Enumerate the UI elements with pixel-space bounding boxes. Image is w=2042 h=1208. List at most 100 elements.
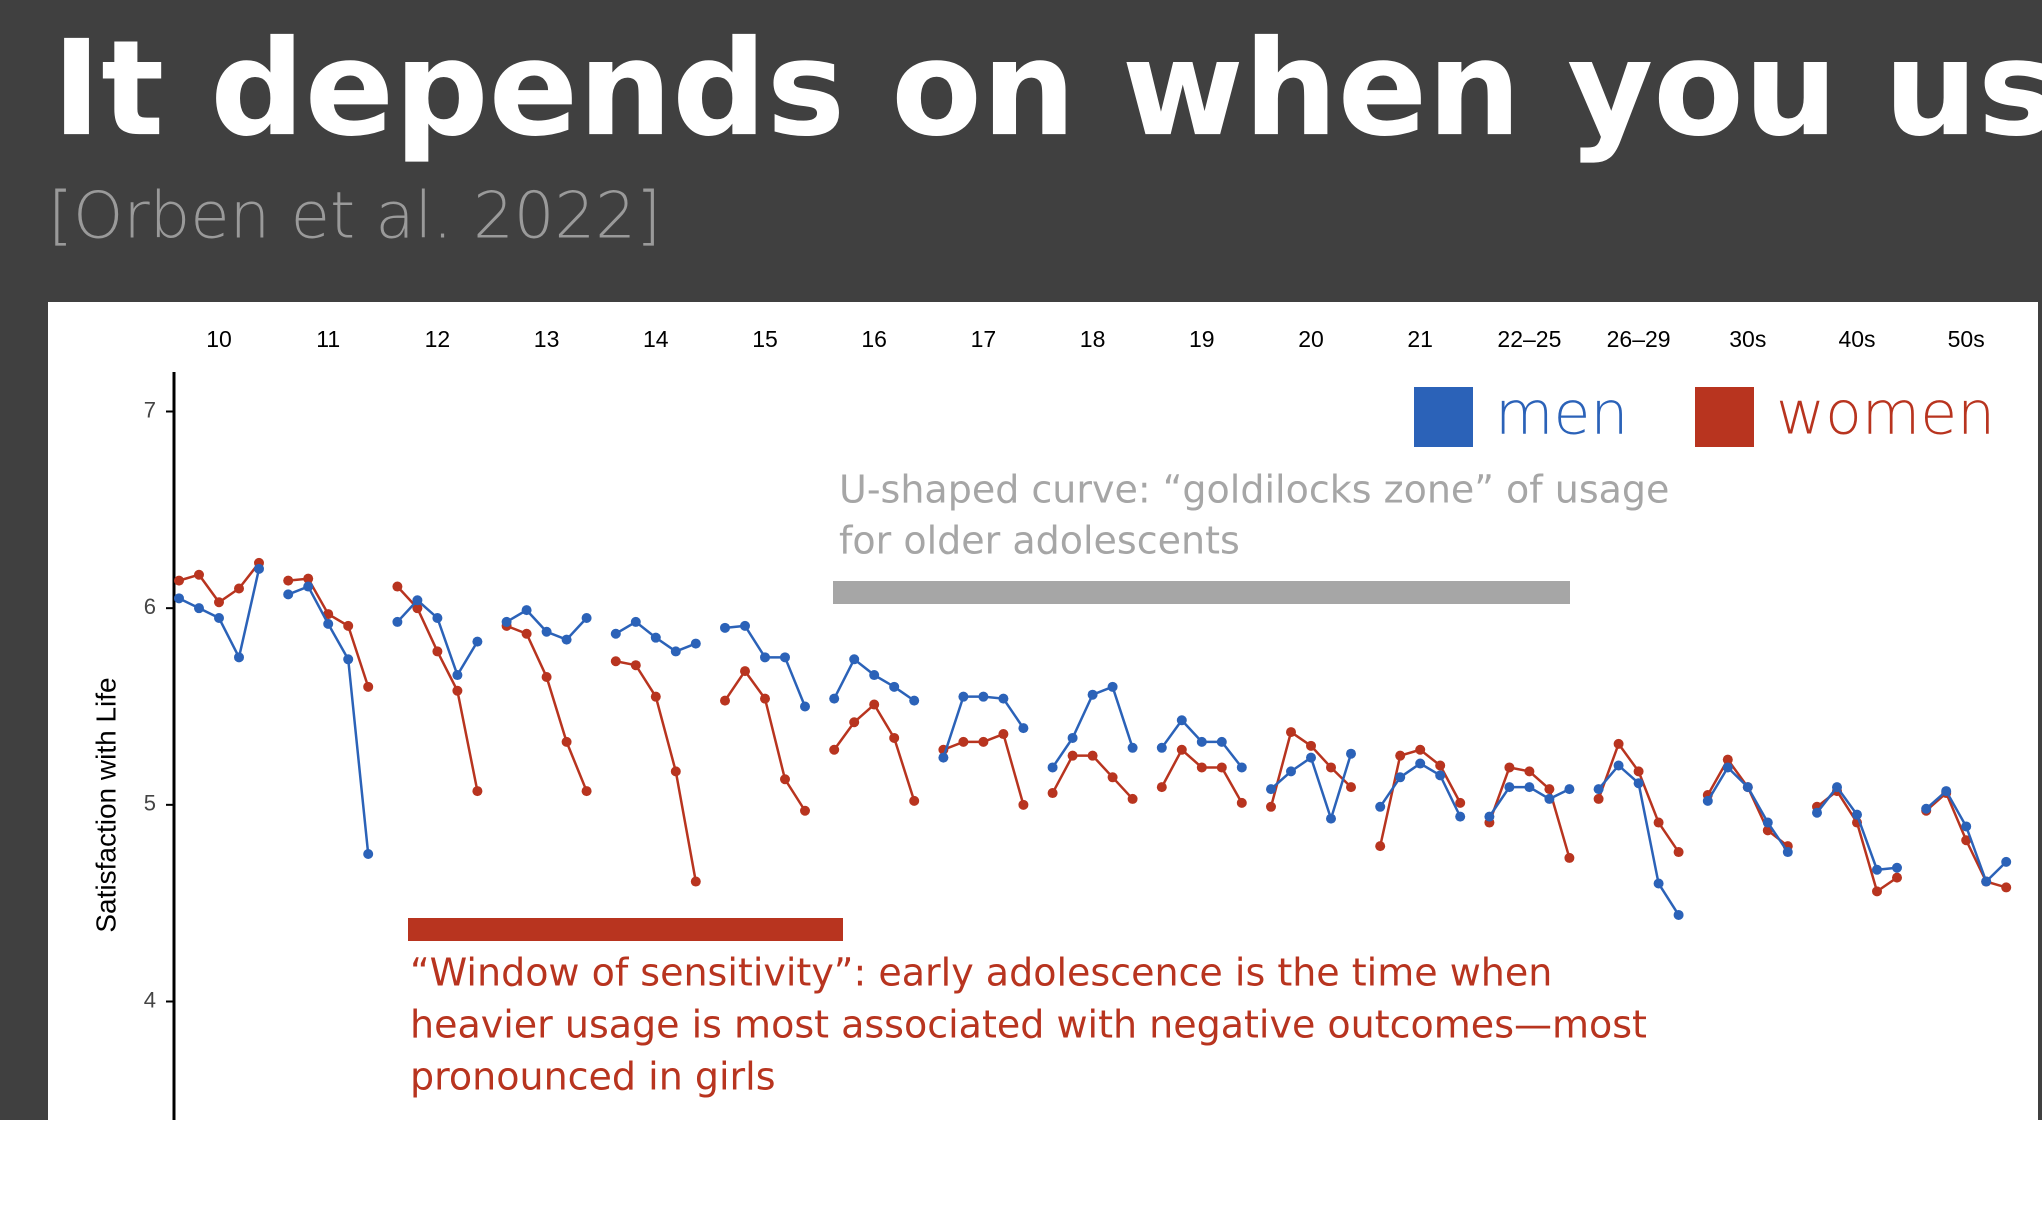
annotation-bar [833, 581, 1570, 604]
panel-label: 20 [1298, 326, 1324, 352]
point [800, 701, 810, 712]
point [363, 681, 374, 692]
point [1981, 876, 1992, 887]
legend-swatch [1695, 387, 1754, 447]
point [1018, 723, 1029, 734]
point [800, 805, 810, 816]
point [581, 613, 592, 623]
panel-label: 14 [643, 326, 669, 352]
point [1921, 803, 1932, 814]
point [849, 717, 860, 728]
point [1504, 782, 1515, 793]
series-line [1379, 762, 1462, 818]
legend-label: men [1495, 379, 1628, 449]
point [472, 636, 483, 647]
point [303, 581, 314, 592]
series-line [1816, 785, 1898, 872]
point [541, 672, 552, 682]
point [690, 876, 701, 887]
point [889, 681, 900, 692]
point [452, 685, 463, 696]
point [1395, 750, 1406, 761]
point [1455, 811, 1466, 822]
point [1326, 762, 1336, 773]
point [561, 634, 572, 645]
point [720, 622, 730, 633]
point [561, 736, 572, 747]
point [1653, 878, 1664, 889]
point [432, 613, 443, 623]
point [1812, 807, 1822, 818]
point [283, 589, 294, 600]
point [1176, 744, 1187, 755]
point [889, 732, 900, 743]
point [1484, 811, 1495, 822]
side-bg [0, 302, 48, 1120]
point [978, 691, 989, 702]
point [1524, 766, 1535, 777]
point [501, 616, 512, 627]
legend-label: women [1776, 379, 1995, 449]
point [610, 628, 621, 639]
point [1107, 681, 1118, 692]
point [720, 695, 730, 706]
point [1415, 744, 1426, 755]
point [343, 620, 354, 631]
point [1018, 799, 1029, 810]
point [1196, 736, 1207, 747]
point [1702, 795, 1713, 806]
point [581, 786, 592, 797]
series-line [1706, 765, 1789, 853]
point [1216, 736, 1227, 747]
point [1742, 782, 1753, 793]
point [1306, 740, 1316, 751]
point [174, 593, 184, 604]
point [1087, 750, 1098, 761]
point [1961, 835, 1972, 846]
point [452, 670, 463, 681]
point [958, 691, 969, 702]
point [214, 597, 224, 608]
point [363, 849, 374, 859]
panel-label: 30s [1729, 326, 1766, 352]
subtitle: [Orben et al. 2022] [48, 180, 661, 254]
point [1156, 782, 1167, 793]
point [1782, 847, 1793, 858]
point [1852, 809, 1862, 820]
y-tick-label: 6 [144, 594, 156, 619]
point [323, 618, 334, 629]
panel-label: 50s [1948, 326, 1985, 352]
point [740, 620, 750, 631]
series-line [1488, 766, 1571, 859]
point [780, 652, 790, 663]
point [303, 573, 314, 584]
point [1236, 797, 1247, 808]
point [1892, 862, 1902, 873]
point [690, 638, 701, 649]
point [630, 660, 641, 671]
point [1067, 732, 1078, 743]
point [650, 691, 661, 702]
point [1196, 762, 1207, 773]
point [1633, 766, 1644, 777]
point [909, 795, 920, 806]
header-bg [0, 0, 2042, 302]
point [909, 695, 920, 706]
point [1067, 750, 1078, 761]
point [1286, 766, 1296, 777]
point [1613, 738, 1624, 749]
point [1613, 760, 1624, 771]
point [1722, 762, 1733, 773]
point [1326, 813, 1336, 824]
annotation: pronounced in girls [410, 1055, 776, 1099]
point [432, 646, 443, 657]
point [650, 632, 661, 643]
point [174, 575, 184, 586]
panel-label: 15 [752, 326, 778, 352]
panel-label: 13 [534, 326, 560, 352]
point [412, 595, 423, 606]
panel-label: 18 [1080, 326, 1106, 352]
point [1346, 748, 1356, 759]
panel-label: 11 [316, 326, 340, 352]
series-line [288, 577, 370, 688]
